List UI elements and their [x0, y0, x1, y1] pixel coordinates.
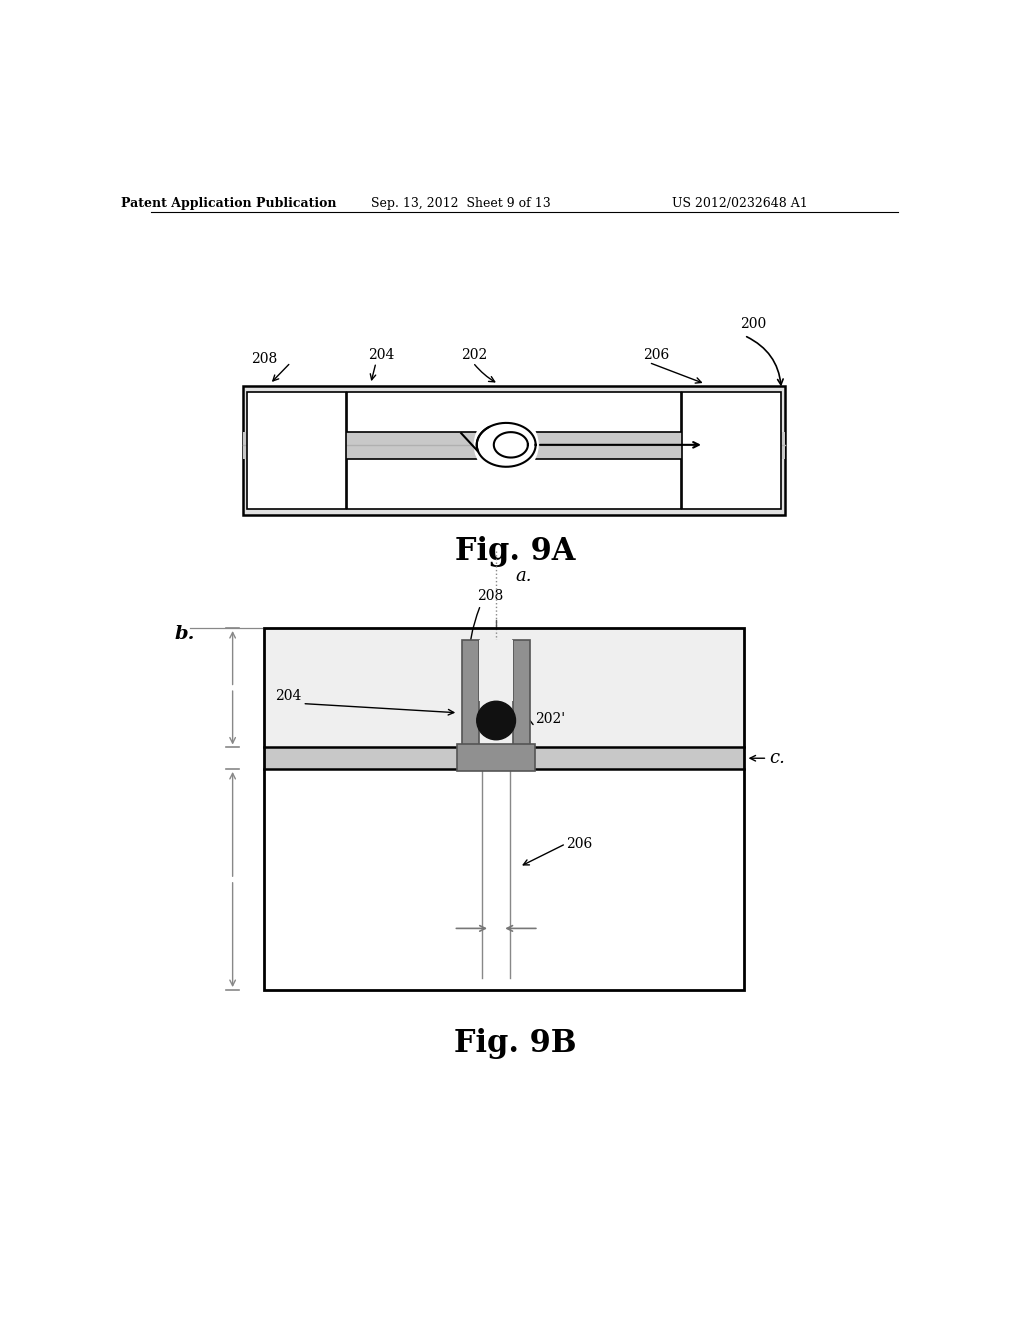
Text: 208: 208	[477, 589, 503, 603]
Circle shape	[474, 413, 539, 478]
Circle shape	[477, 701, 515, 739]
Polygon shape	[347, 459, 681, 508]
Text: Fig. 9A: Fig. 9A	[456, 536, 575, 566]
Text: 206: 206	[566, 837, 592, 850]
Text: 208: 208	[251, 351, 278, 366]
Polygon shape	[458, 743, 535, 771]
Polygon shape	[347, 392, 681, 432]
Text: 200: 200	[740, 317, 767, 331]
Text: c.: c.	[769, 750, 784, 767]
Polygon shape	[263, 628, 744, 747]
Polygon shape	[243, 385, 785, 515]
Text: b.: b.	[174, 626, 195, 643]
Text: 206: 206	[643, 347, 670, 362]
Polygon shape	[263, 747, 744, 770]
Text: 202: 202	[461, 347, 487, 362]
Polygon shape	[479, 640, 513, 701]
Polygon shape	[682, 392, 781, 508]
Polygon shape	[462, 640, 479, 766]
Polygon shape	[513, 640, 530, 766]
Polygon shape	[263, 770, 744, 990]
Text: 204: 204	[275, 689, 302, 702]
Text: Sep. 13, 2012  Sheet 9 of 13: Sep. 13, 2012 Sheet 9 of 13	[372, 197, 551, 210]
Polygon shape	[247, 392, 346, 508]
Text: US 2012/0232648 A1: US 2012/0232648 A1	[673, 197, 808, 210]
Text: 204: 204	[369, 347, 394, 362]
Text: Patent Application Publication: Patent Application Publication	[121, 197, 337, 210]
Text: a.: a.	[515, 566, 532, 585]
Polygon shape	[243, 432, 785, 459]
Text: Fig. 9B: Fig. 9B	[455, 1028, 577, 1060]
Text: 202': 202'	[535, 711, 565, 726]
